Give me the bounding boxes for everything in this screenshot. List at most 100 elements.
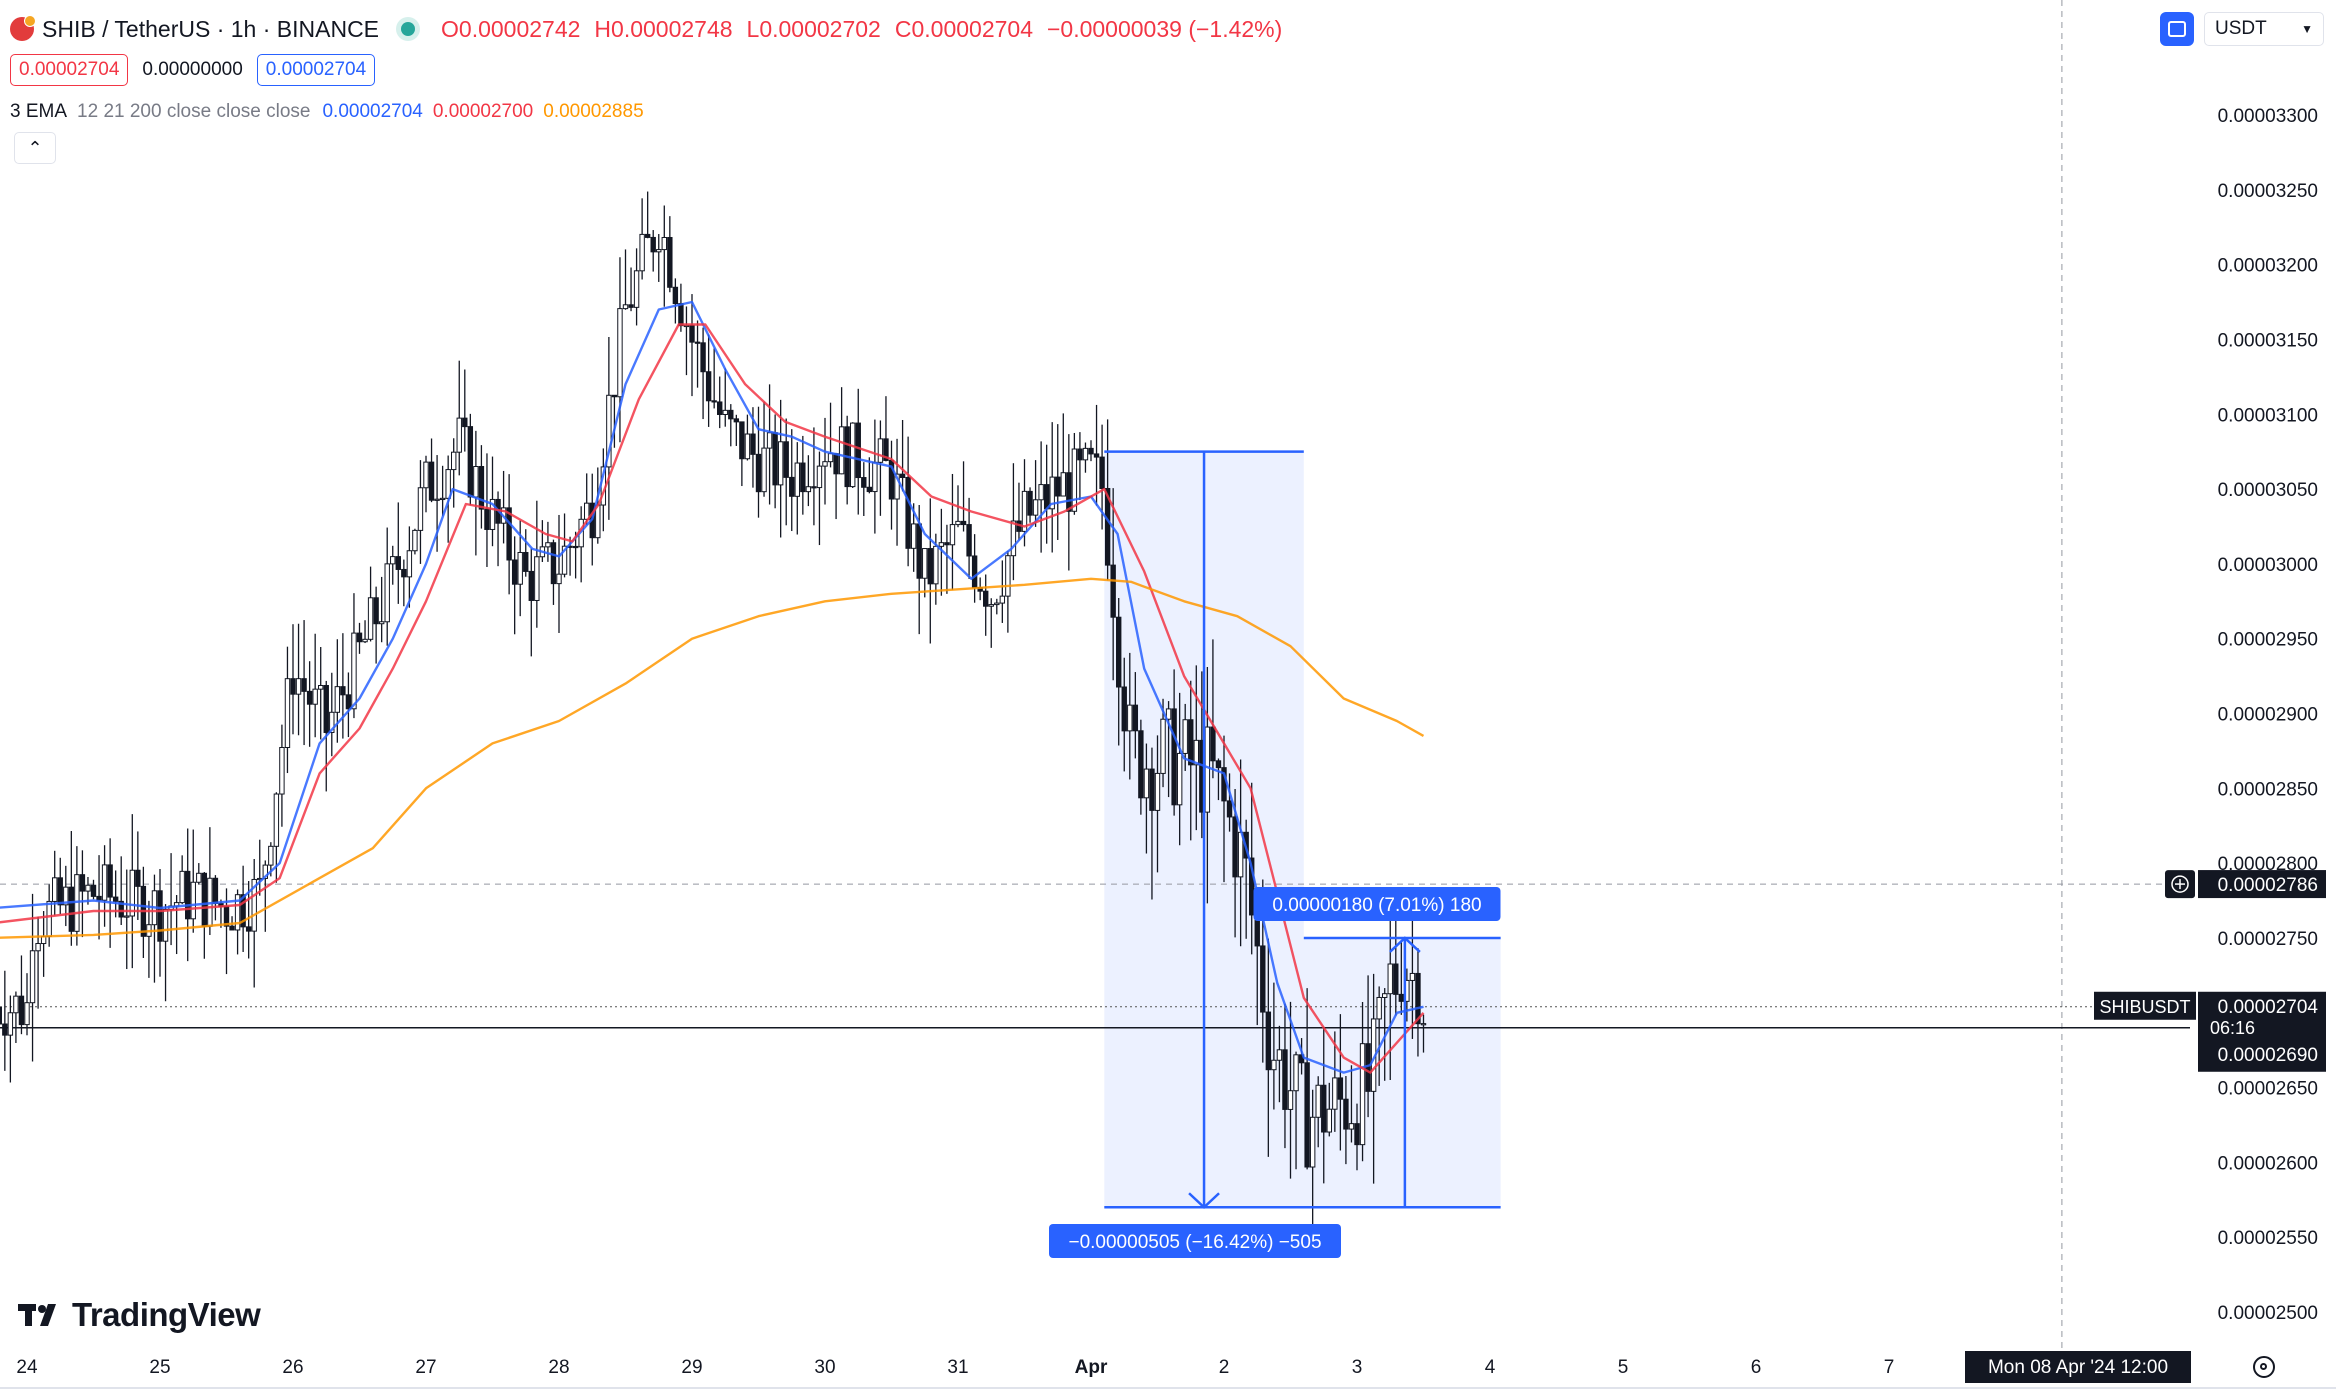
candle-body (1055, 476, 1061, 497)
candle-body (584, 502, 590, 520)
candle-body (1088, 447, 1094, 455)
candle-body (717, 401, 723, 415)
candle-body (966, 524, 972, 557)
candle-body (295, 678, 302, 695)
currency-select[interactable]: USDT ▼ (2204, 12, 2324, 46)
time-tick-label: 26 (282, 1357, 303, 1378)
candle-body (1393, 963, 1399, 995)
candle-body (1354, 1123, 1360, 1146)
candle-body (1359, 1043, 1366, 1146)
level-price-text: 0.00002690 (2218, 1045, 2318, 1066)
candle-body (523, 551, 529, 572)
candle-body (949, 524, 956, 546)
settings-gear-icon[interactable] (2253, 1356, 2275, 1378)
price-tick-label: 0.00003100 (2218, 405, 2318, 426)
symbol-title[interactable]: SHIB / TetherUS · 1h · BINANCE (42, 15, 380, 42)
candle-body (1326, 1108, 1332, 1133)
symbol-legend: SHIB / TetherUS · 1h · BINANCE O0.000027… (10, 12, 1296, 46)
candle-body (733, 418, 740, 423)
candle-body (1127, 704, 1133, 732)
crosshair-date-badge (1965, 1351, 2191, 1383)
candle-body (1387, 963, 1393, 995)
sell-price-button[interactable]: 0.00002704 (10, 54, 129, 86)
candle-body (545, 542, 551, 548)
price-tick-label: 0.00002750 (2218, 929, 2318, 950)
candle-body (118, 900, 124, 918)
time-tick-label: 27 (415, 1357, 436, 1378)
candle-body (872, 461, 878, 493)
candle-body (994, 602, 1000, 606)
candle-body (855, 422, 861, 479)
time-tick-label: 25 (149, 1357, 170, 1378)
time-tick-label: Apr (1075, 1357, 1108, 1378)
candle-body (689, 324, 695, 343)
candle-body (1060, 472, 1066, 497)
chevron-down-icon: ▼ (2301, 22, 2313, 36)
price-tick-label: 0.00003300 (2218, 106, 2318, 127)
candle-body (1043, 484, 1050, 510)
candle-body (112, 896, 119, 902)
candle-body (412, 529, 418, 552)
indicator-name[interactable]: 3 EMA (10, 101, 68, 122)
candle-body (744, 433, 751, 460)
collapse-legend-button[interactable]: ⌃ (14, 132, 56, 164)
candle-body (517, 551, 523, 585)
candle-body (1082, 447, 1089, 461)
candle-body (1420, 1023, 1427, 1026)
time-tick-label: 2 (1219, 1357, 1230, 1378)
candle-body (816, 465, 823, 489)
candle-body (805, 486, 812, 493)
ema21-value: 0.00002700 (432, 101, 534, 122)
candle-body (46, 900, 52, 937)
candle-body (1343, 1098, 1349, 1130)
candle-body (1282, 1049, 1288, 1110)
candle-body (428, 461, 435, 501)
price-tick-label: 0.00002950 (2218, 630, 2318, 651)
indicator-legend[interactable]: 3 EMA 12 21 200 close close close 0.0000… (10, 98, 644, 126)
ohlc-low: L0.00002702 (746, 15, 881, 42)
candle-body (983, 590, 989, 607)
market-status-icon[interactable] (401, 22, 416, 36)
symbol-tag-text: SHIBUSDT (2099, 997, 2190, 1017)
candle-body (838, 426, 845, 475)
candle-body (1132, 704, 1139, 732)
candle-body (373, 597, 379, 625)
candle-body (406, 550, 413, 578)
candle-body (52, 877, 58, 902)
candle-body (362, 638, 368, 643)
candle-body (700, 342, 706, 373)
tradingview-logo[interactable]: TradingView (18, 1296, 261, 1334)
candle-body (401, 568, 407, 578)
price-tick-label: 0.00002900 (2218, 705, 2318, 726)
compare-symbol-button[interactable] (2160, 12, 2194, 46)
candle-body (550, 542, 557, 585)
candle-body (212, 877, 219, 904)
candle-body (561, 545, 568, 575)
candle-body (1027, 490, 1033, 516)
price-tick-label: 0.00003150 (2218, 330, 2318, 351)
candle-body (196, 872, 202, 883)
ema-line-3 (0, 577, 1425, 939)
time-tick-label: 30 (814, 1357, 835, 1378)
time-tick-label: 31 (947, 1357, 968, 1378)
buy-price-button[interactable]: 0.00002704 (256, 54, 376, 86)
candle-body (1260, 945, 1266, 1013)
candle-body (1215, 760, 1222, 769)
candle-body (927, 548, 933, 585)
rise-arrow-head (1389, 936, 1421, 953)
candle-body (711, 400, 717, 403)
candle-body (783, 441, 789, 478)
candle-body (739, 421, 745, 460)
candle-body (101, 864, 108, 901)
candle-body (811, 486, 817, 489)
crosshair-price-text: 0.00002786 (2218, 875, 2318, 896)
candle-body (456, 417, 462, 453)
candle-body (822, 461, 828, 467)
price-tick-label: 0.00003200 (2218, 256, 2318, 277)
spread-value: 0.00000000 (142, 59, 243, 80)
candle-body (1249, 857, 1255, 916)
ohlc-close: C0.00002704 (894, 15, 1033, 42)
candle-body (750, 433, 756, 455)
candle-body (1276, 1049, 1283, 1061)
